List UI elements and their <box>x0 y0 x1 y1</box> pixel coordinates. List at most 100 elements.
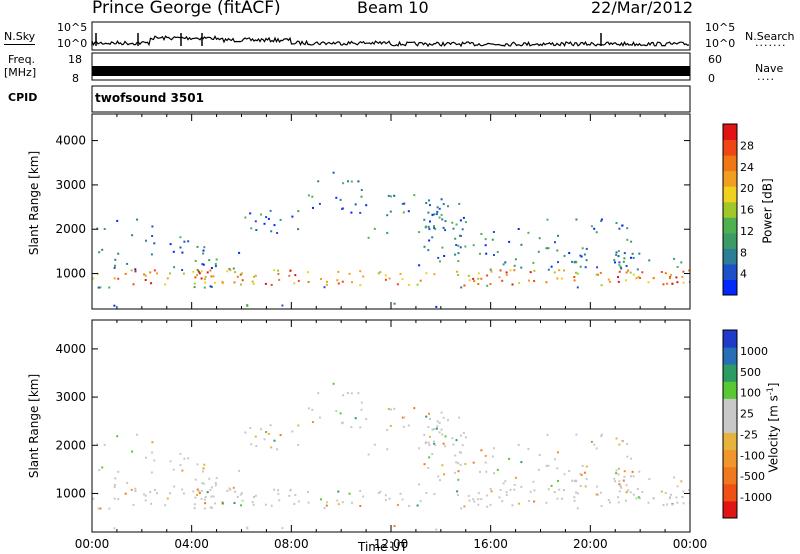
velocity-cell <box>585 465 588 468</box>
velocity-cell <box>221 501 224 504</box>
power-cell <box>472 277 475 280</box>
power-cell <box>627 269 630 272</box>
velocity-cell <box>617 496 619 499</box>
power-cell <box>144 274 147 277</box>
power-cell <box>489 268 492 271</box>
power-cell <box>232 267 235 270</box>
velocity-cell <box>433 442 436 445</box>
power-cell <box>386 214 389 217</box>
power-cell <box>149 271 152 274</box>
velocity-cell <box>485 470 488 473</box>
velocity-cell <box>528 500 530 502</box>
power-ylabel: Slant Range [km] <box>27 150 42 256</box>
power-cell <box>436 210 439 213</box>
velocity-cell <box>621 440 624 443</box>
power-cell <box>636 268 639 271</box>
nave-tick-low: 0 <box>708 72 715 85</box>
velocity-cell <box>579 485 582 487</box>
velocity-cell <box>236 495 239 498</box>
velocity-cell <box>563 473 566 476</box>
velocity-cell <box>648 478 651 481</box>
velocity-cell <box>229 488 232 491</box>
velocity-cell <box>625 499 627 502</box>
velocity-colorbar-tick-label: 100 <box>740 387 761 400</box>
velocity-cell <box>318 416 321 419</box>
velocity-cell <box>682 502 685 505</box>
velocity-cell <box>575 491 577 494</box>
velocity-cell <box>442 442 445 445</box>
velocity-cell <box>335 410 338 412</box>
velocity-cell <box>423 433 426 436</box>
power-cell <box>226 270 229 273</box>
power-cell <box>438 216 441 219</box>
power-cell <box>427 211 430 214</box>
power-cell <box>202 252 205 255</box>
velocity-cell <box>583 471 586 474</box>
velocity-cell <box>153 489 156 491</box>
velocity-cell <box>312 421 314 423</box>
power-cell <box>622 260 625 263</box>
velocity-cell <box>113 497 116 500</box>
velocity-cell <box>620 486 623 489</box>
velocity-cell <box>126 481 129 484</box>
power-cell <box>267 217 270 220</box>
power-cell <box>297 210 300 213</box>
power-cell <box>103 228 106 230</box>
power-cell <box>484 238 487 241</box>
velocity-cell <box>427 466 430 469</box>
velocity-cell <box>210 495 213 498</box>
power-cell <box>200 270 203 273</box>
velocity-cell <box>638 470 641 473</box>
power-cell <box>637 276 640 279</box>
velocity-cell <box>143 493 146 496</box>
power-cell <box>126 262 129 265</box>
velocity-cell <box>573 499 576 502</box>
nsearch-dots: ······· <box>755 39 787 52</box>
velocity-cell <box>198 492 201 495</box>
velocity-cell <box>433 493 436 496</box>
power-cell <box>454 237 457 240</box>
velocity-cell <box>365 418 368 421</box>
velocity-cell <box>214 482 217 484</box>
velocity-cell <box>682 490 685 493</box>
power-cell <box>617 250 620 252</box>
velocity-cell <box>593 443 596 446</box>
velocity-cell <box>556 467 559 470</box>
velocity-cell <box>630 475 632 478</box>
velocity-cell <box>673 476 676 479</box>
velocity-cell <box>265 431 268 433</box>
velocity-cell <box>676 485 679 488</box>
power-cell <box>600 218 603 221</box>
power-cell <box>202 263 205 266</box>
power-cell <box>348 272 351 275</box>
velocity-cell <box>607 499 610 501</box>
power-colorbar-swatch <box>723 155 737 172</box>
velocity-cell <box>505 493 508 496</box>
power-cell <box>486 274 489 277</box>
power-cell <box>462 216 465 219</box>
velocity-cell <box>193 503 196 506</box>
velocity-cell <box>514 476 517 479</box>
velocity-cell <box>585 477 588 480</box>
power-cell <box>477 277 480 280</box>
velocity-cell <box>438 431 441 434</box>
velocity-cell <box>457 462 460 465</box>
power-cell <box>134 270 137 273</box>
power-colorbar-swatch <box>723 279 737 296</box>
power-cell <box>550 265 553 268</box>
velocity-cell <box>281 527 284 530</box>
power-cell <box>489 283 492 285</box>
velocity-cell <box>428 456 431 459</box>
power-cell <box>239 273 242 276</box>
velocity-cell <box>618 483 621 486</box>
velocity-cell <box>401 498 404 501</box>
velocity-cell <box>617 467 620 470</box>
power-cell <box>575 261 578 264</box>
power-cell <box>252 283 255 285</box>
velocity-cell <box>114 483 116 486</box>
velocity-colorbar-tick-label: -500 <box>740 470 765 483</box>
power-cell <box>389 210 392 213</box>
velocity-cell <box>367 453 370 456</box>
velocity-cell <box>479 470 481 473</box>
power-cell <box>520 266 523 269</box>
